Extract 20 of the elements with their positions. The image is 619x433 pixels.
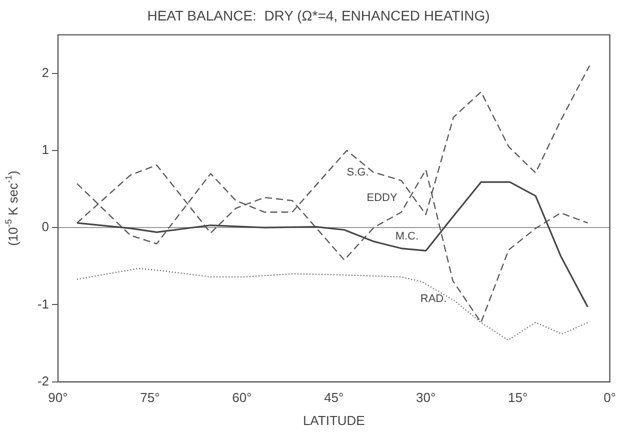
x-tick-label: 60°: [232, 390, 252, 406]
x-tick-label: 0°: [604, 390, 616, 406]
y-tick-label: -2: [37, 373, 49, 388]
series-label: S.G.: [346, 166, 369, 178]
series-label: RAD.: [420, 292, 447, 305]
y-axis-title: (10-5 K sec-1): [3, 170, 21, 246]
series-label: EDDY: [366, 192, 398, 204]
y-tick-label: -1: [37, 296, 49, 312]
x-tick-label: 75°: [140, 390, 160, 406]
series-label: M.C.: [395, 230, 419, 242]
y-tick-label: 0: [42, 219, 49, 234]
x-axis-title: LATITUDE: [302, 412, 366, 428]
line-series: [76, 268, 590, 341]
y-tick-label: 2: [42, 64, 49, 80]
x-tick-label: 15°: [508, 390, 528, 406]
chart-title: HEAT BALANCE: DRY (Ω*=4, ENHANCED HEATING): [147, 7, 490, 24]
x-tick-label: 45°: [324, 390, 344, 406]
x-tick-label: 30°: [416, 390, 436, 406]
x-tick-label: 90°: [48, 390, 68, 406]
y-tick-label: 1: [42, 142, 49, 158]
